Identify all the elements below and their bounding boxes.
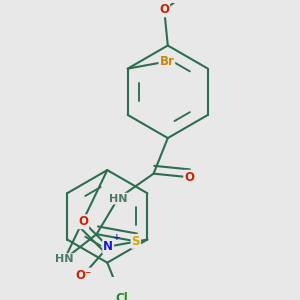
Text: HN: HN — [55, 254, 74, 264]
Text: O⁻: O⁻ — [75, 268, 92, 282]
Text: N: N — [103, 240, 113, 253]
Text: S: S — [131, 235, 140, 248]
Text: O: O — [78, 215, 88, 228]
Text: Br: Br — [159, 55, 174, 68]
Text: HN: HN — [109, 194, 127, 204]
Text: O: O — [184, 171, 194, 184]
Text: O: O — [159, 3, 169, 16]
Text: Cl: Cl — [115, 292, 128, 300]
Text: +: + — [113, 233, 121, 242]
